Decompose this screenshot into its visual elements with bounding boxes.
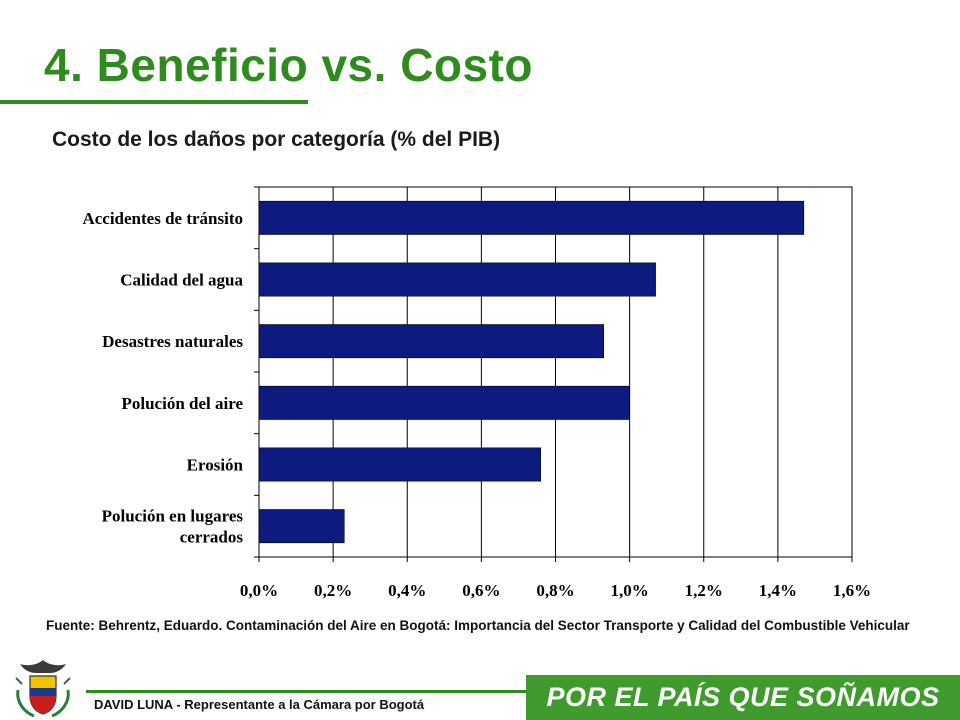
x-tick-label: 0,0% [240,581,278,600]
title-underline [0,100,308,104]
coat-of-arms-icon [15,660,71,718]
page-title: 4. Beneficio vs. Costo [44,39,534,91]
bar [258,262,656,297]
x-tick-label: 0,6% [462,581,500,600]
category-label: Erosión [187,456,244,475]
bar [258,385,630,420]
source-note: Fuente: Behrentz, Eduardo. Contaminación… [46,618,910,633]
slogan-banner: POR EL PAÍS QUE SOÑAMOS [526,675,960,720]
x-tick-label: 1,6% [833,581,871,600]
bar [258,324,604,359]
x-tick-label: 0,4% [388,581,426,600]
slogan-text: POR EL PAÍS QUE SOÑAMOS [546,682,940,712]
category-label: Accidentes de tránsito [82,209,243,228]
x-tick-label: 1,4% [759,581,797,600]
bar [258,509,345,544]
x-tick-label: 1,2% [685,581,723,600]
footer-underline [86,690,526,693]
category-label: Polución en lugares cerrados [102,507,244,547]
bar [258,447,541,482]
category-label: Polución del aire [121,394,243,413]
bar-chart: Accidentes de tránsito Calidad del agua De… [82,186,871,600]
footer-author: DAVID LUNA - Representante a la Cámara p… [94,697,425,712]
x-tick-label: 1,0% [611,581,649,600]
bar [258,200,805,235]
category-label: Desastres naturales [102,332,243,351]
x-tick-label: 0,8% [536,581,574,600]
chart-subtitle: Costo de los daños por categoría (% del … [52,128,501,151]
category-label: Calidad del agua [120,271,243,290]
x-tick-label: 0,2% [314,581,352,600]
